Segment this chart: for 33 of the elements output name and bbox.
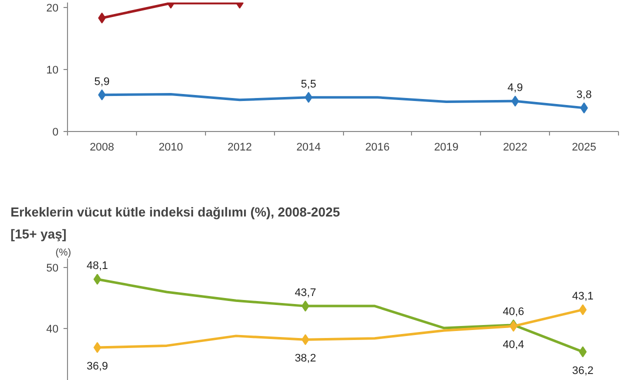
data-label: 3,8 [576, 88, 592, 101]
data-label: 40,4 [502, 339, 524, 352]
y-tick-label: 10 [46, 64, 59, 76]
x-tick-label: 2012 [227, 142, 252, 154]
y-axis-title: (%) [56, 248, 72, 258]
data-label: 5,9 [94, 76, 110, 88]
data-label: 36,9 [86, 360, 108, 373]
y-tick-label: 40 [46, 324, 59, 336]
x-tick-label: 2014 [296, 142, 321, 154]
data-label: 5,5 [300, 78, 316, 90]
data-label: 43,7 [294, 287, 316, 300]
data-label: 40,6 [502, 306, 524, 318]
data-label: 36,2 [572, 364, 594, 377]
point [511, 96, 520, 107]
x-tick-label: 2025 [572, 142, 596, 154]
point [93, 342, 102, 354]
x-tick-label: 2019 [434, 142, 459, 154]
point [578, 346, 587, 358]
chart-title: Erkeklerin vücut kütle indeksi dağılımı (%), 2008-2025 [10, 204, 340, 220]
point [93, 274, 102, 285]
point [578, 304, 587, 316]
chart-subtitle: [15+ yaş] [10, 226, 67, 242]
data-label: 43,1 [572, 290, 594, 303]
y-tick-label: 0 [52, 126, 59, 138]
data-label: 4,9 [508, 82, 523, 94]
x-tick-label: 2016 [365, 142, 390, 154]
data-label: 48,1 [86, 260, 108, 272]
x-tick-label: 2008 [90, 142, 114, 154]
y-tick-label: 20 [46, 2, 59, 14]
data-label: 38,2 [294, 352, 316, 365]
x-tick-label: 2010 [158, 142, 184, 154]
x-tick-label: 2022 [502, 142, 528, 154]
y-tick-label: 50 [46, 262, 59, 275]
